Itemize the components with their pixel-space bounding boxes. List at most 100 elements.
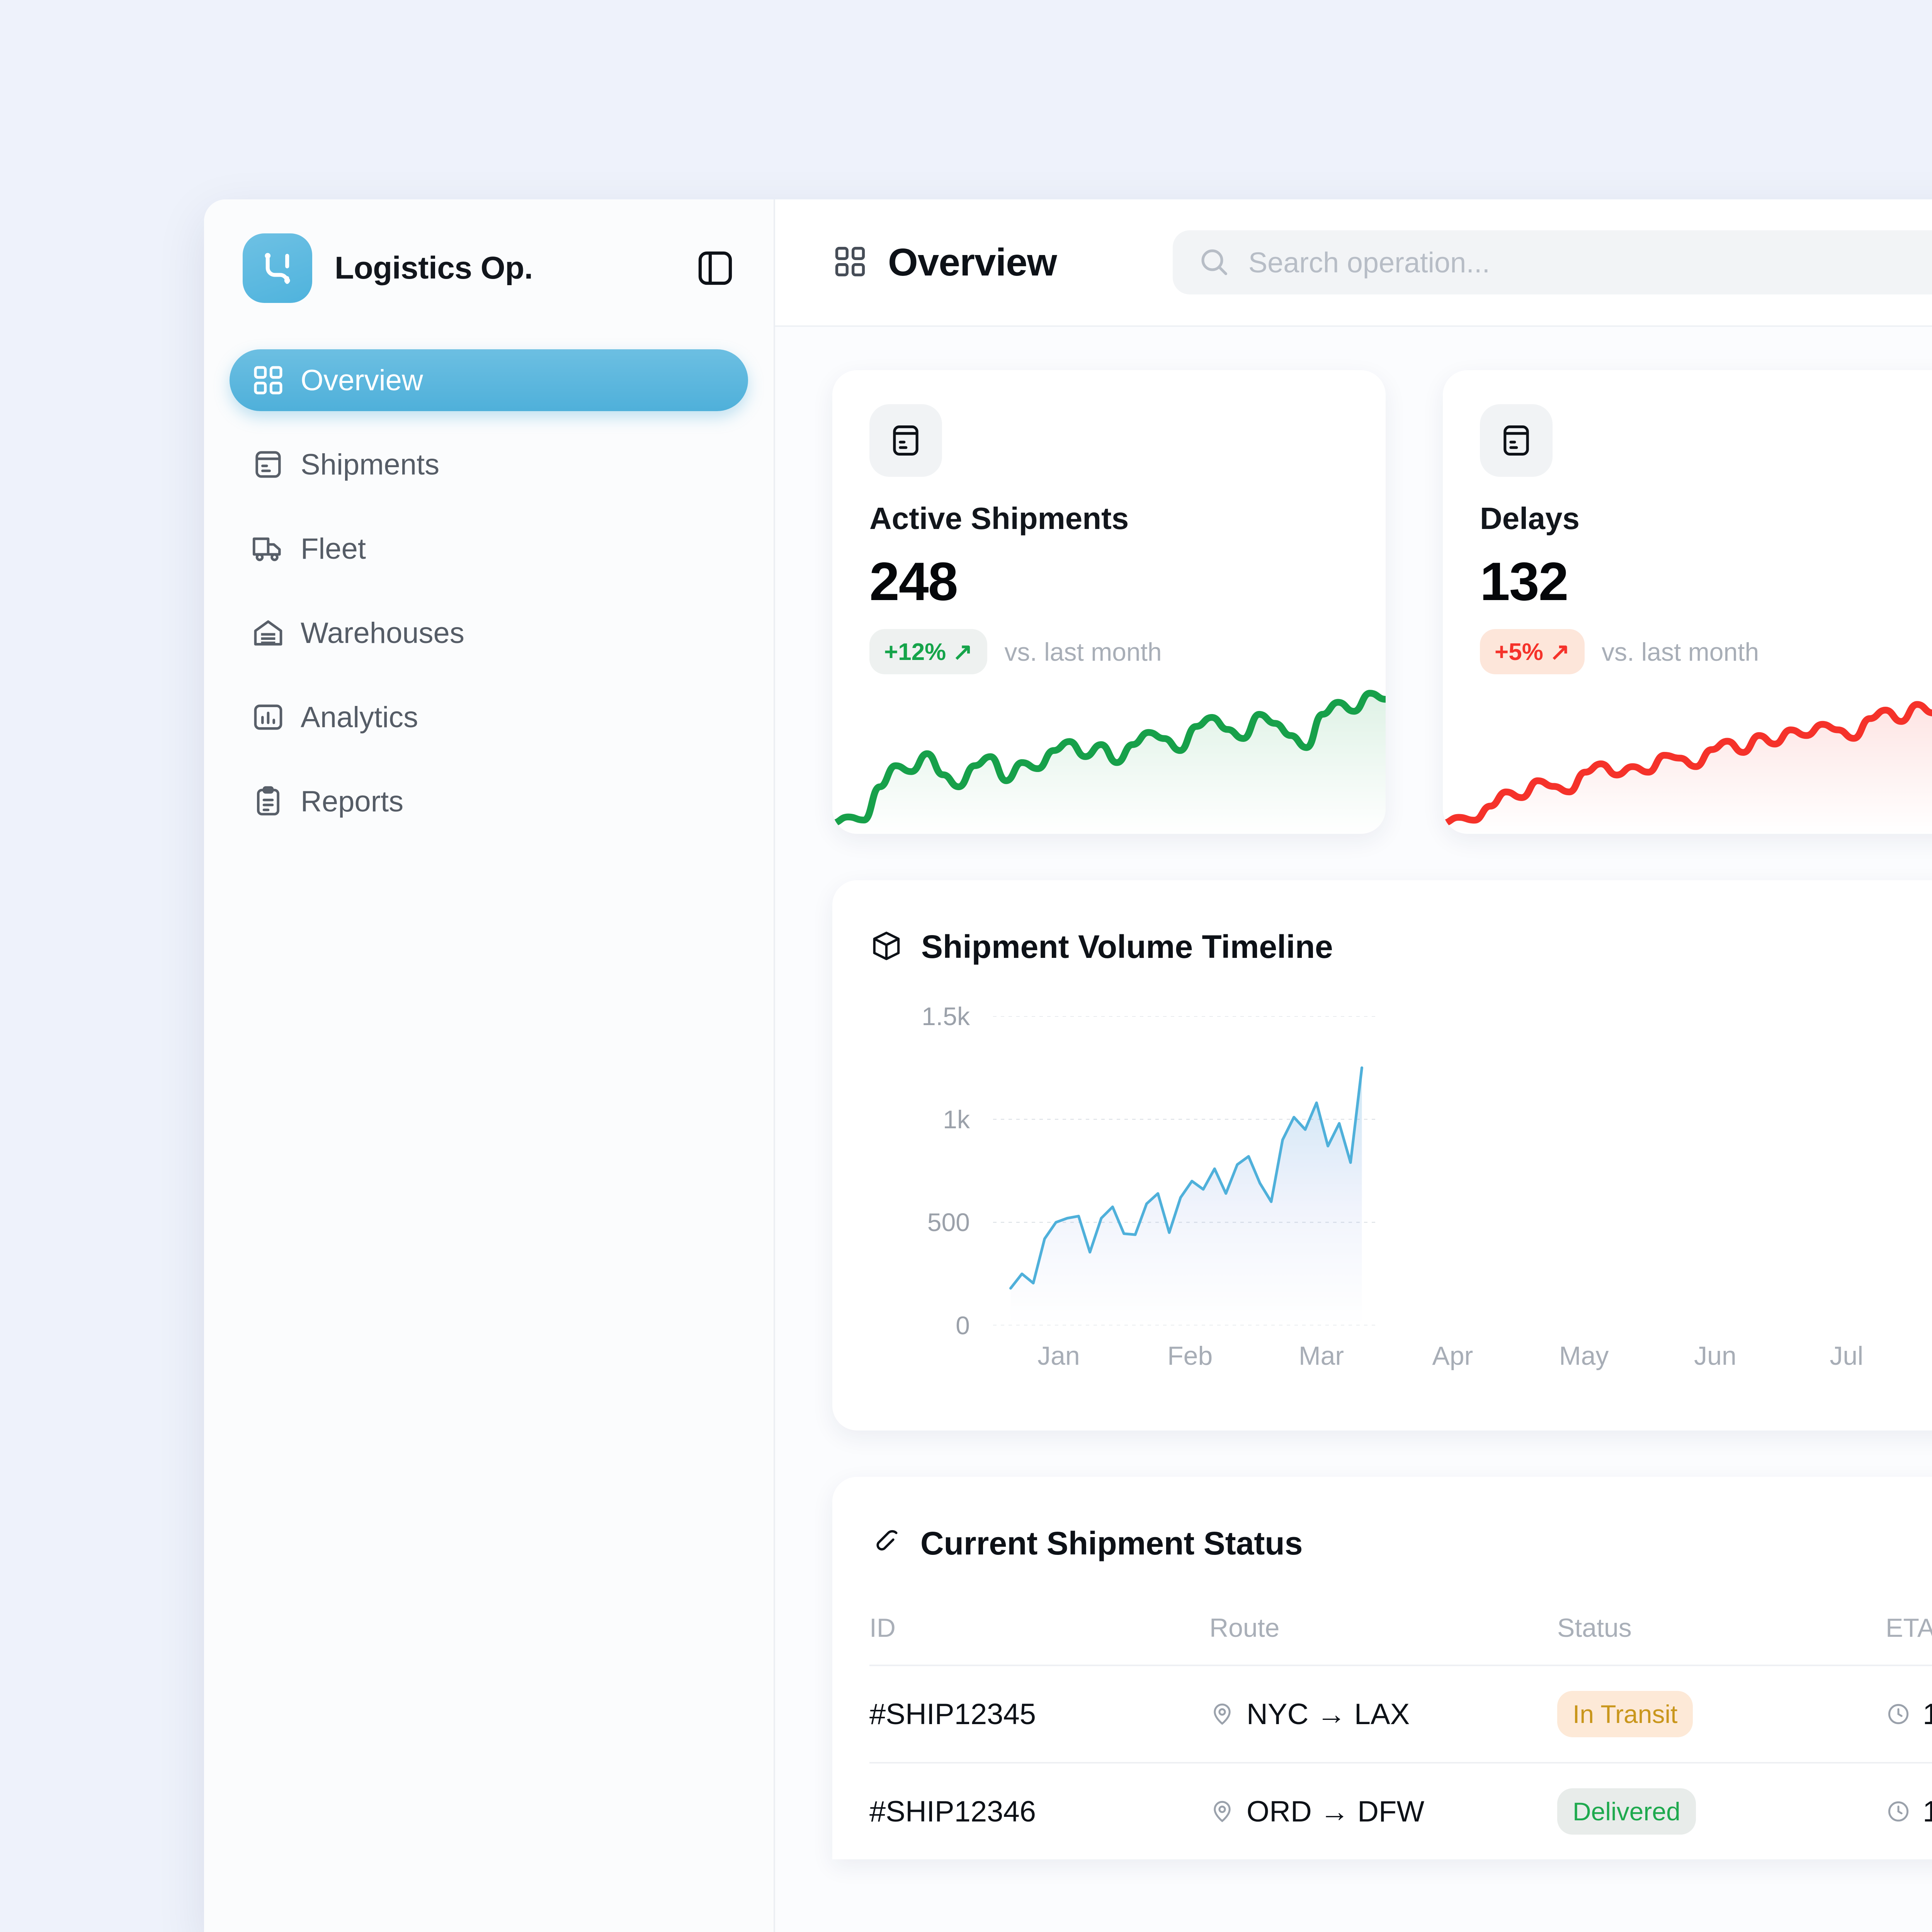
sidebar: Logistics Op. Overview bbox=[204, 199, 775, 1932]
top-bar: Overview Search operation... bbox=[775, 199, 1932, 327]
column-header-status: Status bbox=[1557, 1613, 1632, 1643]
chart-y-tick: 1.5k bbox=[922, 1002, 970, 1031]
sidebar-nav: Overview Shipments Fleet bbox=[204, 349, 774, 832]
cell-id: #SHIP12346 bbox=[869, 1762, 1209, 1859]
cell-eta: 10/27 02:00 PM bbox=[1886, 1665, 1932, 1763]
page-title: Overview bbox=[888, 240, 1057, 284]
clock-icon bbox=[1886, 1799, 1911, 1824]
kpi-sparkline bbox=[832, 690, 1386, 834]
table-header-row: Current Shipment Status 5 results per pa… bbox=[869, 1511, 1932, 1576]
clipboard-icon bbox=[251, 784, 287, 818]
current-shipment-status-panel: Current Shipment Status 5 results per pa… bbox=[832, 1477, 1932, 1859]
map-pin-icon bbox=[1209, 1799, 1235, 1824]
brand-title: Logistics Op. bbox=[335, 250, 533, 286]
sidebar-item-label: Analytics bbox=[301, 701, 418, 734]
map-pin-icon bbox=[1209, 1701, 1235, 1727]
sidebar-toggle-icon[interactable] bbox=[694, 247, 736, 289]
table-row[interactable]: #SHIP12345 NYC → LAX bbox=[869, 1665, 1932, 1763]
table-title: Current Shipment Status bbox=[920, 1525, 1303, 1561]
page-title-wrap: Overview bbox=[832, 240, 1057, 285]
package-icon bbox=[869, 404, 942, 477]
sidebar-item-analytics[interactable]: Analytics bbox=[230, 686, 748, 748]
kpi-label: Active Shipments bbox=[869, 501, 1129, 536]
kpi-delta-row: +12% ↗ vs. last month bbox=[869, 629, 1386, 674]
sidebar-item-overview[interactable]: Overview bbox=[230, 349, 748, 411]
grid-icon bbox=[251, 363, 287, 397]
chart-y-tick: 1k bbox=[943, 1105, 970, 1134]
kpi-value: 248 bbox=[869, 551, 958, 612]
route-text: NYC → LAX bbox=[1247, 1697, 1410, 1731]
sidebar-item-label: Reports bbox=[301, 785, 404, 818]
chart-x-tick: Jul bbox=[1830, 1341, 1864, 1371]
column-header-route: Route bbox=[1209, 1613, 1280, 1643]
content-scroll: Active Shipments 248 +12% ↗ vs. last mon… bbox=[775, 327, 1932, 1932]
package-icon bbox=[1480, 404, 1553, 477]
kpi-comparison: vs. last month bbox=[1004, 637, 1162, 666]
status-badge: In Transit bbox=[1557, 1691, 1693, 1737]
box-3d-icon bbox=[869, 929, 903, 965]
search-icon bbox=[1197, 245, 1230, 280]
status-badge: Delivered bbox=[1557, 1788, 1696, 1835]
chart-x-tick: Apr bbox=[1432, 1341, 1473, 1371]
cell-status: Delivered bbox=[1557, 1762, 1886, 1859]
bar-chart-icon bbox=[251, 700, 287, 734]
kpi-delta-row: +5% ↗ vs. last month bbox=[1480, 629, 1932, 674]
route-text: ORD → DFW bbox=[1247, 1795, 1425, 1828]
clock-icon bbox=[1886, 1701, 1911, 1727]
kpi-comparison: vs. last month bbox=[1602, 637, 1759, 666]
column-header-id: ID bbox=[869, 1613, 896, 1643]
cell-id: #SHIP12345 bbox=[869, 1665, 1209, 1763]
sidebar-item-label: Shipments bbox=[301, 448, 440, 481]
sidebar-item-fleet[interactable]: Fleet bbox=[230, 518, 748, 580]
cell-status: In Transit bbox=[1557, 1665, 1886, 1763]
truck-icon bbox=[251, 532, 287, 566]
kpi-sparkline bbox=[1443, 701, 1932, 834]
shipments-table: ID Route Status ETA Carrier #SHIP12345 bbox=[869, 1613, 1932, 1859]
warehouse-icon bbox=[251, 616, 287, 650]
cell-eta: 10/28 11:30 AM bbox=[1886, 1762, 1932, 1859]
shipment-volume-panel: Shipment Volume Timeline Export bbox=[832, 880, 1932, 1430]
sidebar-item-label: Warehouses bbox=[301, 616, 464, 650]
eta-text: 10/28 11:30 AM bbox=[1923, 1795, 1932, 1828]
main-area: Overview Search operation... bbox=[775, 199, 1932, 1932]
chart-plot bbox=[993, 1016, 1379, 1325]
sidebar-item-label: Overview bbox=[301, 364, 423, 397]
kpi-badge: +12% ↗ bbox=[869, 629, 988, 674]
chart-x-tick: Jan bbox=[1037, 1341, 1080, 1371]
table-column-headers: ID Route Status ETA Carrier bbox=[869, 1613, 1932, 1665]
column-header-eta: ETA bbox=[1886, 1613, 1932, 1643]
chart-x-tick: Mar bbox=[1298, 1341, 1344, 1371]
package-icon bbox=[251, 447, 287, 481]
chart-y-tick: 500 bbox=[927, 1208, 970, 1237]
table-row[interactable]: #SHIP12346 ORD → DFW bbox=[869, 1762, 1932, 1859]
chart-x-tick: Jun bbox=[1694, 1341, 1736, 1371]
grid-icon bbox=[832, 244, 868, 281]
chart-x-tick: Feb bbox=[1167, 1341, 1213, 1371]
pen-tag-icon bbox=[869, 1526, 903, 1561]
cell-route: NYC → LAX bbox=[1209, 1665, 1557, 1763]
sidebar-item-reports[interactable]: Reports bbox=[230, 770, 748, 832]
brand-row: Logistics Op. bbox=[204, 233, 774, 303]
eta-text: 10/27 02:00 PM bbox=[1923, 1697, 1932, 1731]
search-input[interactable]: Search operation... bbox=[1172, 230, 1932, 294]
chart-x-tick: May bbox=[1559, 1341, 1609, 1371]
kpi-value: 132 bbox=[1480, 551, 1569, 612]
kpi-label: Delays bbox=[1480, 501, 1580, 536]
kpi-card-delays[interactable]: Delays 132 +5% ↗ vs. last month bbox=[1443, 370, 1932, 834]
search-placeholder: Search operation... bbox=[1248, 246, 1490, 279]
panel-header: Shipment Volume Timeline Export bbox=[869, 914, 1932, 979]
kpi-row: Active Shipments 248 +12% ↗ vs. last mon… bbox=[832, 370, 1932, 834]
panel-title: Shipment Volume Timeline bbox=[921, 928, 1333, 965]
chart-x-tick: Aug bbox=[1912, 1341, 1932, 1371]
chart-x-axis: JanFebMarAprMayJunJulAugSepOctNow bbox=[993, 1341, 1932, 1371]
sidebar-item-label: Fleet bbox=[301, 532, 366, 565]
route-logo-icon bbox=[243, 233, 312, 303]
sidebar-item-warehouses[interactable]: Warehouses bbox=[230, 602, 748, 664]
sidebar-item-shipments[interactable]: Shipments bbox=[230, 434, 748, 495]
chart-y-axis: 0 500 1k 1.5k bbox=[869, 1002, 970, 1340]
kpi-badge: +5% ↗ bbox=[1480, 629, 1585, 674]
kpi-card-active-shipments[interactable]: Active Shipments 248 +12% ↗ vs. last mon… bbox=[832, 370, 1386, 834]
app-window: Logistics Op. Overview bbox=[204, 199, 1932, 1932]
chart-y-tick: 0 bbox=[956, 1311, 970, 1340]
